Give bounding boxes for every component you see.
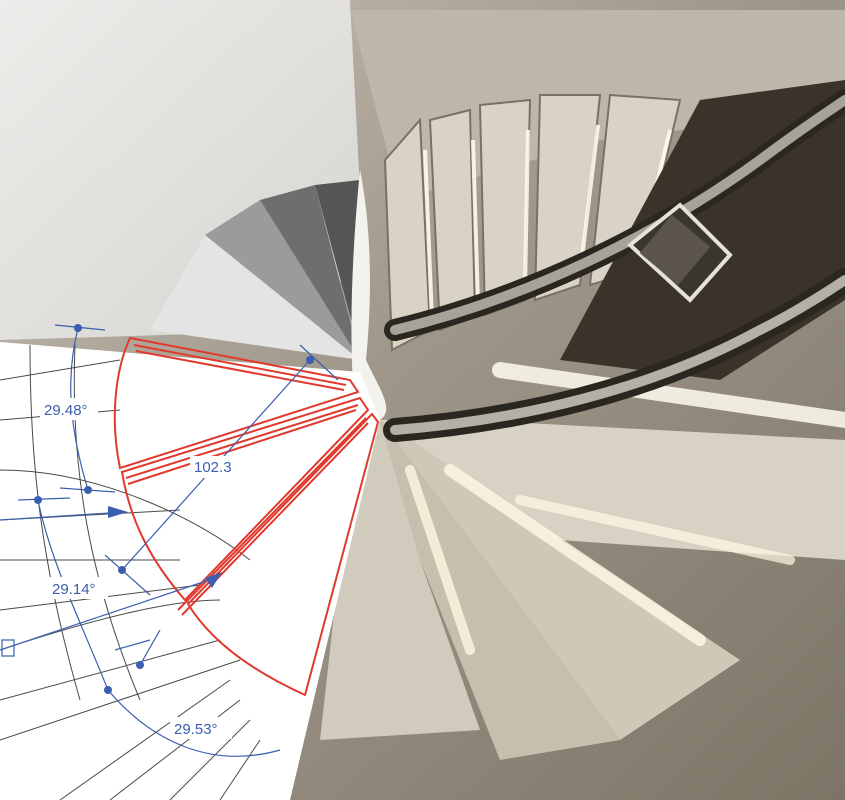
handrail-bracket — [626, 202, 733, 303]
radius-bg — [190, 456, 240, 478]
dimension-markers — [34, 324, 314, 694]
arrow-head-2 — [205, 572, 222, 588]
label-box — [1, 639, 15, 657]
angle-top-bg — [40, 398, 98, 420]
angle-label-bottom: 29.53° — [174, 721, 218, 738]
radius-label: 102.3 — [194, 459, 232, 476]
tread-outline-3 — [186, 412, 380, 697]
tread-outline-2 — [120, 396, 370, 602]
grey-tread-3 — [260, 185, 360, 360]
angle-middle-bg — [48, 577, 108, 599]
arrow-head-1 — [108, 506, 128, 518]
led-strips-lower — [405, 362, 845, 655]
grey-tread-4 — [315, 180, 362, 360]
angle-label-middle: 29.14° — [52, 581, 96, 598]
grey-tread-2 — [205, 200, 360, 360]
angle-bottom-bg — [170, 717, 232, 739]
cad-grid — [0, 344, 261, 800]
center-column — [351, 170, 387, 420]
handrail — [383, 89, 845, 442]
tread-outline-1 — [113, 336, 360, 470]
angle-label-top: 29.48° — [44, 402, 88, 419]
grey-tread-1 — [150, 235, 360, 360]
